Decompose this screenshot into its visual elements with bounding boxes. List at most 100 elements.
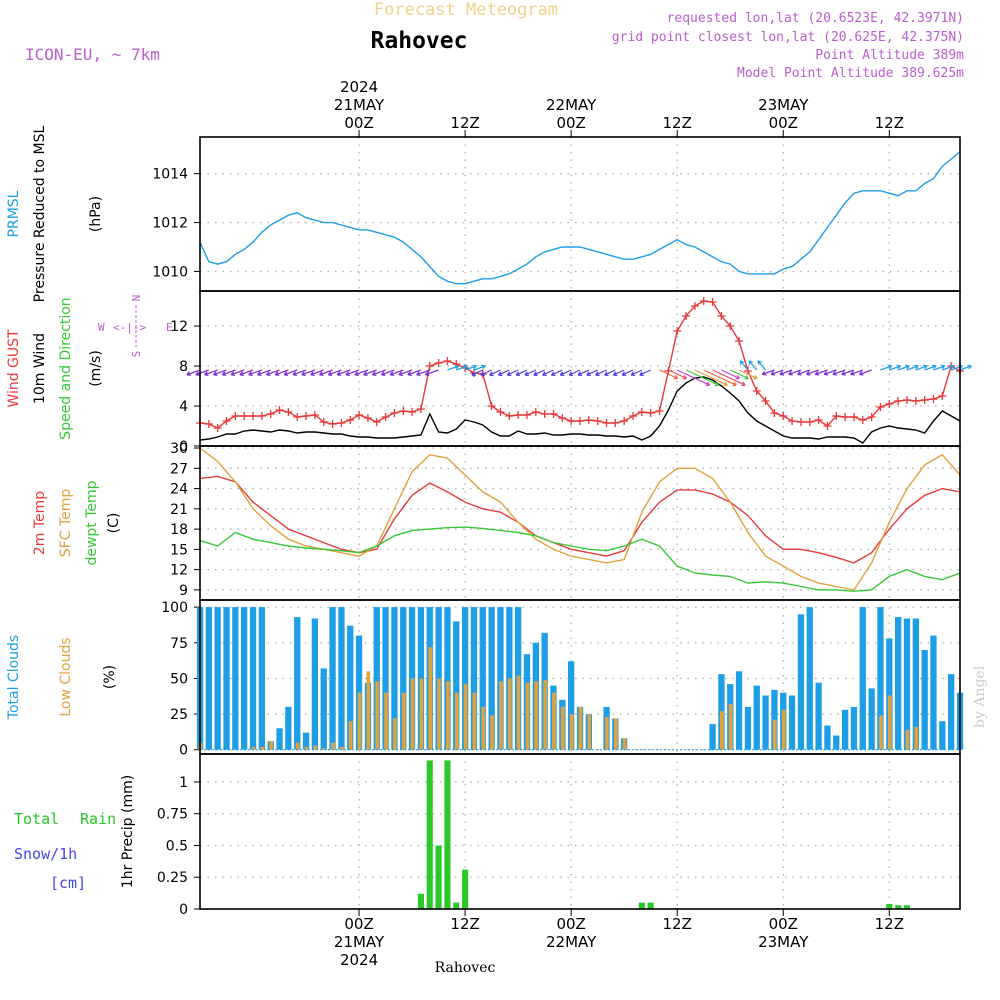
bar-total-clouds: [762, 695, 769, 750]
gust-point: [399, 407, 408, 415]
wind-arrow: [739, 360, 749, 371]
wind-arrow: [721, 369, 740, 380]
y-axis-label: (hPa): [88, 196, 104, 232]
wind-arrow: [407, 369, 422, 376]
bottom-time-label: 00Z: [556, 915, 585, 933]
wind-arrow: [221, 369, 236, 376]
gust-point: [266, 410, 275, 418]
gust-point: [752, 387, 761, 395]
gust-point: [761, 397, 770, 405]
y-tick-label: 1012: [152, 216, 188, 232]
bar-total-clouds: [338, 607, 345, 750]
bottom-time-label: 22MAY: [546, 933, 597, 951]
gust-point: [920, 396, 929, 404]
bar-total-clouds: [444, 607, 451, 750]
bar-total-clouds: [249, 607, 257, 750]
bar-low-clouds: [463, 684, 468, 750]
series-line-wind-gust: [199, 300, 961, 429]
gust-point: [805, 418, 814, 426]
top-time-label: 00Z: [556, 114, 585, 132]
wind-arrow: [416, 369, 431, 376]
y-tick-label: 8: [179, 359, 188, 375]
series-label: 10m Wind: [32, 333, 48, 404]
bar-total-clouds: [568, 661, 575, 750]
top-time-label: 2024: [340, 78, 378, 96]
wind-arrow: [797, 369, 811, 376]
wind-arrow: [779, 369, 793, 376]
y-tick-label: 27: [170, 461, 188, 477]
wind-arrow: [933, 364, 946, 371]
panel-frame: [199, 753, 961, 910]
y-tick-label: 30: [170, 441, 188, 457]
bar-total-clouds: [462, 607, 469, 750]
bar-rain: [417, 893, 424, 909]
bar-total-clouds: [435, 607, 442, 750]
gust-point: [832, 412, 841, 420]
bar-low-clouds: [454, 692, 459, 750]
y-tick-label: 0.25: [157, 870, 188, 886]
wind-arrow: [533, 369, 545, 376]
wind-arrow: [906, 364, 919, 371]
bar-total-clouds: [921, 649, 928, 750]
bar-total-clouds: [886, 638, 893, 750]
bar-total-clouds: [859, 607, 866, 750]
wind-arrow: [195, 369, 210, 376]
panel-temperature: 9 12 15 18 21 24 27 30 (C) 2m Temp SFC Temp dewpt T…: [32, 441, 961, 601]
gust-point: [425, 362, 434, 370]
bar-total-clouds: [833, 735, 840, 750]
gust-point: [222, 417, 231, 425]
wind-arrow: [456, 364, 469, 371]
bar-low-clouds: [879, 715, 883, 750]
wind-arrow: [694, 369, 728, 387]
gust-point: [576, 417, 584, 425]
bar-low-clouds: [560, 706, 565, 750]
wind-arrow: [595, 369, 607, 376]
wind-arrow: [239, 369, 254, 376]
wind-arrow: [757, 360, 767, 371]
gust-point: [814, 416, 823, 424]
gust-point: [841, 413, 850, 421]
gust-point: [699, 297, 708, 305]
bar-low-clouds: [340, 746, 344, 750]
gust-point: [726, 322, 735, 330]
bottom-time-label: 00Z: [769, 915, 798, 933]
header-model-altitude: Model Point Altitude 389.625m: [737, 66, 964, 81]
bar-total-clouds: [214, 607, 221, 750]
gust-point: [567, 417, 576, 425]
gust-point: [540, 410, 549, 418]
wind-arrow: [612, 369, 625, 376]
bar-rain: [895, 905, 902, 909]
gust-point: [646, 409, 655, 417]
bar-total-clouds: [391, 607, 398, 750]
y-tick-label: 75: [170, 636, 188, 652]
bar-total-clouds: [241, 607, 248, 750]
bar-low-clouds: [499, 681, 503, 750]
y-tick-label: 0: [179, 743, 188, 759]
y-tick-label: 100: [161, 600, 188, 616]
bar-low-clouds: [569, 714, 574, 750]
gust-point: [293, 413, 302, 421]
wind-arrow: [497, 369, 510, 376]
top-time-label: 12Z: [875, 114, 904, 132]
bar-total-clouds: [744, 706, 752, 750]
panel-frame: [199, 136, 961, 292]
bar-total-clouds: [347, 625, 354, 750]
wind-arrow: [327, 369, 342, 376]
gust-point: [302, 412, 311, 420]
header-location: Rahovec: [371, 28, 468, 54]
bar-low-clouds: [490, 715, 494, 750]
wind-arrow: [897, 364, 910, 371]
gust-point: [514, 411, 523, 419]
bar-total-clouds: [408, 607, 416, 750]
top-time-label: 23MAY: [758, 96, 809, 114]
series-label: Pressure Reduced to MSL: [32, 125, 48, 302]
series-label: dewpt Temp: [84, 480, 100, 565]
gust-point: [867, 413, 876, 421]
gust-point: [257, 412, 266, 420]
y-tick-label: 9: [179, 583, 188, 599]
wind-arrow: [363, 369, 377, 376]
gust-point: [938, 392, 947, 400]
wind-arrow: [788, 369, 802, 376]
y-axis-label: (C): [106, 513, 122, 534]
compass-south: S: [130, 351, 143, 358]
